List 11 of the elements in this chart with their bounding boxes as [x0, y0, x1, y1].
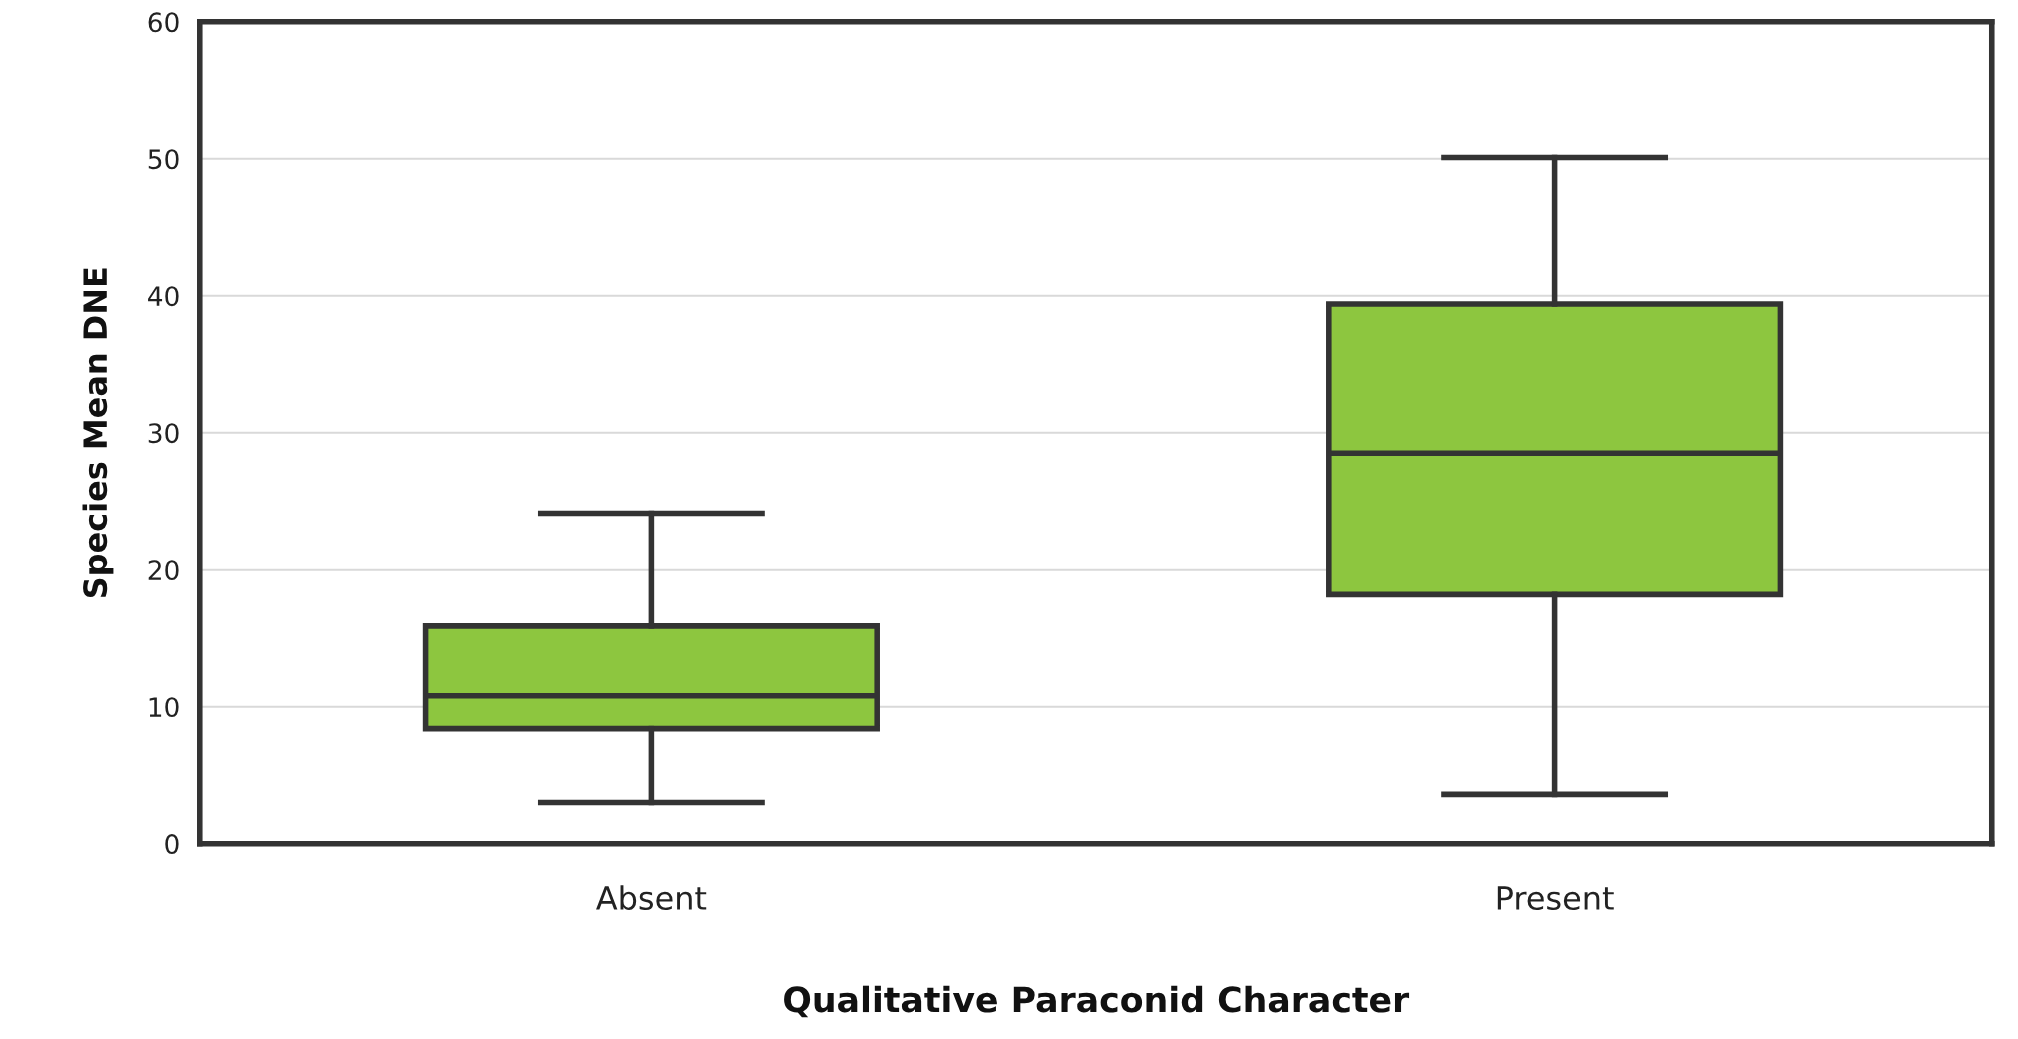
- y-tick-label: 10: [149, 697, 179, 718]
- y-tick-label: 60: [148, 12, 179, 33]
- x-axis-title: Qualitative Paraconid Character: [784, 985, 1410, 1018]
- y-tick-label: 50: [148, 149, 179, 170]
- y-tick-label: 40: [148, 286, 179, 307]
- y-tick-label: 0: [165, 834, 179, 855]
- y-axis-title: Species Mean DNE: [82, 268, 114, 598]
- y-tick-label: 20: [148, 560, 179, 581]
- x-tick-label: Absent: [596, 885, 707, 911]
- x-tick-label: Present: [1497, 886, 1614, 911]
- y-tick-label: 30: [148, 423, 179, 444]
